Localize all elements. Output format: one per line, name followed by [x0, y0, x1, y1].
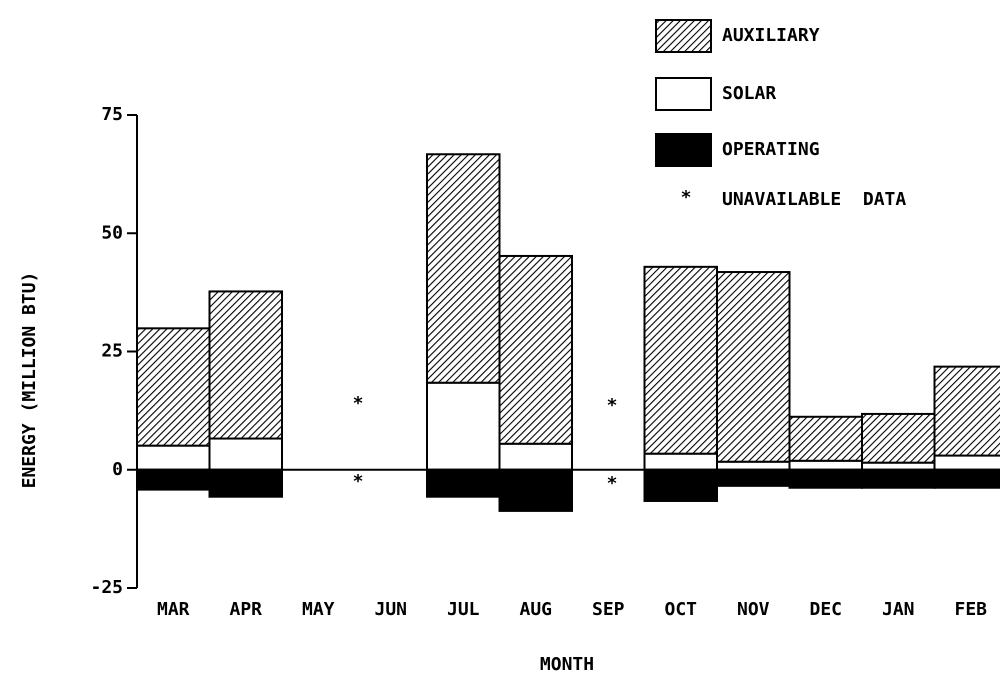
- y-tick-label: 0: [112, 459, 123, 480]
- bar-segment: [208, 290, 283, 440]
- bar-segment: [136, 327, 211, 447]
- bar-segment: [788, 459, 863, 471]
- bar-segment: [933, 468, 1000, 489]
- x-tick-label: MAR: [157, 599, 190, 620]
- legend-label: SOLAR: [722, 83, 776, 104]
- bar-segment: [643, 265, 718, 455]
- bar-segment: [498, 254, 573, 445]
- bar-segment: [498, 468, 573, 512]
- unavailable-marker: *: [353, 393, 364, 414]
- unavailable-marker: *: [353, 471, 364, 492]
- legend-label: UNAVAILABLE DATA: [722, 189, 906, 210]
- x-tick-label: AUG: [519, 599, 552, 620]
- x-tick-label: NOV: [737, 599, 770, 620]
- unavailable-marker: *: [607, 473, 618, 494]
- bar-segment: [208, 437, 283, 471]
- bar-segment: [426, 153, 501, 384]
- bar-segment: [933, 365, 1000, 457]
- unavailable-marker: *: [607, 395, 618, 416]
- legend-swatch: [655, 19, 712, 53]
- bar-segment: [788, 415, 863, 462]
- bar-segment: [716, 460, 791, 471]
- bar-segment: [426, 381, 501, 471]
- bar-segment: [136, 444, 211, 471]
- y-tick-label: 50: [101, 222, 123, 243]
- x-tick-label: JAN: [882, 599, 915, 620]
- bar-segment: [498, 442, 573, 471]
- x-tick-label: JUN: [374, 599, 407, 620]
- bar-segment: [933, 454, 1000, 471]
- x-tick-label: DEC: [809, 599, 842, 620]
- bar-segment: [426, 468, 501, 498]
- x-tick-label: APR: [229, 599, 262, 620]
- y-axis-label: ENERGY (MILLION BTU): [19, 272, 40, 489]
- bar-segment: [136, 468, 211, 491]
- x-tick-label: OCT: [664, 599, 697, 620]
- bar-segment: [643, 468, 718, 502]
- bar-segment: [861, 461, 936, 471]
- x-tick-label: FEB: [954, 599, 987, 620]
- bar-segment: [861, 412, 936, 464]
- legend-swatch: [655, 133, 712, 167]
- legend-swatch: [655, 77, 712, 111]
- bar-segment: [716, 468, 791, 487]
- bar-segment: [861, 468, 936, 489]
- x-tick-label: SEP: [592, 599, 625, 620]
- legend-marker: *: [681, 187, 692, 208]
- x-tick-label: JUL: [447, 599, 480, 620]
- x-tick-label: MAY: [302, 599, 335, 620]
- x-axis-label: MONTH: [540, 654, 594, 675]
- bar-segment: [208, 468, 283, 498]
- y-tick-label: 25: [101, 341, 123, 362]
- bar-segment: [643, 452, 718, 471]
- bar-segment: [716, 271, 791, 463]
- y-tick-label: 75: [101, 104, 123, 125]
- legend-label: OPERATING: [722, 139, 820, 160]
- y-tick-label: -25: [90, 577, 123, 598]
- legend-label: AUXILIARY: [722, 25, 820, 46]
- bar-segment: [788, 468, 863, 489]
